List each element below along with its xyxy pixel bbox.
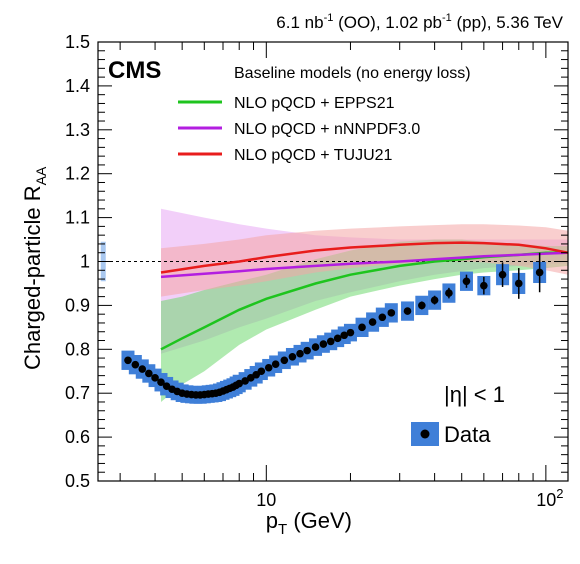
data-point (131, 360, 140, 369)
legend-label-epps21: NLO pQCD + EPPS21 (234, 95, 395, 112)
data-point (288, 352, 297, 361)
y-tick-label: 0.5 (65, 471, 90, 491)
data-point (124, 356, 132, 365)
data-point (535, 268, 544, 277)
legend-header: Baseline models (no energy loss) (234, 65, 471, 82)
legend-label-tuju21: NLO pQCD + TUJU21 (234, 147, 393, 164)
data-point (151, 374, 159, 382)
data-point (257, 367, 266, 376)
model-line-1 (160, 251, 569, 279)
y-tick-label: 0.9 (65, 295, 90, 315)
data-point (346, 328, 355, 337)
header-title: 6.1 nb-1 (OO), 1.02 pb-1 (pp), 5.36 TeV (276, 12, 563, 32)
data-point (445, 289, 453, 297)
eta-label: |η| < 1 (444, 382, 505, 407)
data-point (387, 309, 396, 317)
data-point (264, 363, 273, 372)
data-point (418, 301, 426, 310)
data-point (311, 343, 320, 351)
legend: Baseline models (no energy loss) NLO pQC… (178, 65, 505, 447)
data-point (271, 360, 280, 369)
data-point (368, 318, 377, 326)
experiment-label: CMS (108, 57, 161, 84)
y-tick-label: 1.1 (65, 208, 90, 228)
data-point (319, 340, 328, 348)
data-point (333, 334, 342, 343)
y-tick-label: 1.5 (65, 32, 90, 52)
y-tick-label: 1.3 (65, 120, 90, 140)
x-tick-label: 10 (256, 490, 276, 510)
data-point (145, 369, 153, 378)
model-lines (160, 241, 569, 351)
data-point (498, 270, 507, 279)
axes: 0.5 0.6 0.7 0.8 0.9 1 1.1 1.2 1.3 1.4 1.5 10 102 (65, 32, 569, 510)
data-point (235, 379, 244, 388)
data-point (403, 307, 412, 315)
data-point (296, 349, 304, 358)
data-point (138, 365, 147, 373)
data-point (326, 337, 335, 346)
model-bands (161, 208, 568, 402)
y-axis-title: Charged-particle RAA (20, 166, 49, 370)
data-point (514, 279, 523, 288)
y-tick-label: 0.8 (65, 339, 90, 359)
y-tick-label: 0.6 (65, 427, 90, 447)
data-point (340, 331, 349, 340)
x-axis-title: pT (GeV) (266, 508, 352, 538)
data-point (480, 281, 488, 290)
data-point (280, 356, 289, 365)
legend-label-data: Data (444, 422, 491, 447)
legend-data-marker (420, 429, 430, 439)
y-tick-label: 1 (80, 252, 90, 272)
data-point (430, 296, 439, 304)
data-point (241, 377, 249, 385)
legend-label-nnnpdf: NLO pQCD + nNNPDF3.0 (234, 121, 420, 138)
y-tick-label: 0.7 (65, 383, 90, 403)
y-tick-label: 1.4 (65, 76, 90, 96)
model-line-2 (160, 241, 569, 274)
data-points (121, 252, 547, 404)
y-tick-label: 1.2 (65, 164, 90, 184)
data-point (462, 277, 471, 286)
x-tick-label: 102 (536, 486, 563, 510)
data-point (157, 378, 165, 387)
data-point (303, 346, 311, 355)
data-point (378, 313, 387, 322)
data-point (358, 323, 366, 332)
